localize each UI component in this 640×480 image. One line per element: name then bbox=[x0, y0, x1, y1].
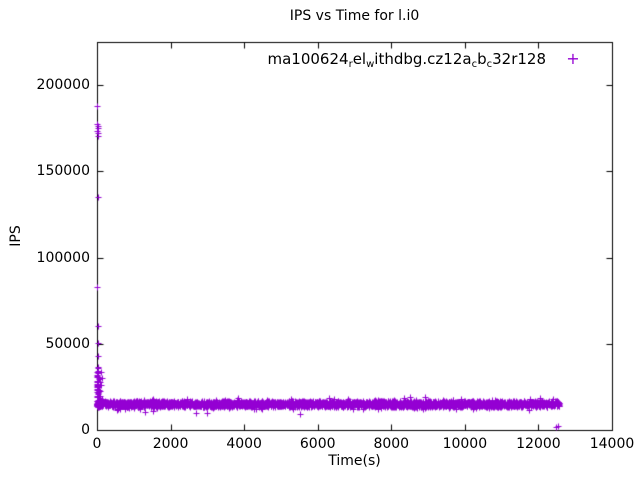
y-tick-label: 150000 bbox=[36, 163, 90, 180]
legend-subscript-segment: r bbox=[348, 59, 353, 70]
y-tick-label: 200000 bbox=[36, 77, 90, 94]
legend-series-label: ma100624relwithdbg.cz12acbc32r128 bbox=[267, 50, 546, 70]
chart-title: IPS vs Time for l.i0 bbox=[289, 8, 420, 24]
x-tick-label: 0 bbox=[92, 436, 102, 452]
legend-text-segment: el bbox=[352, 50, 367, 68]
x-tick-label: 10000 bbox=[442, 436, 488, 452]
y-axis-label: IPS bbox=[8, 225, 24, 247]
x-tick-label: 4000 bbox=[226, 436, 262, 452]
legend-subscript-segment: c bbox=[486, 59, 493, 70]
x-axis-label: Time(s) bbox=[328, 453, 381, 469]
x-tick-label: 8000 bbox=[373, 436, 410, 452]
legend-text-segment: 32r128 bbox=[492, 50, 546, 68]
legend-text-segment: b bbox=[477, 50, 487, 68]
y-tick-label: 0 bbox=[81, 422, 90, 438]
legend: ma100624relwithdbg.cz12acbc32r128 + bbox=[267, 49, 588, 70]
x-tick-label: 6000 bbox=[299, 436, 336, 452]
x-tick-label: 2000 bbox=[152, 436, 189, 452]
legend-text-segment: ithdbg.cz12a bbox=[374, 50, 472, 68]
x-tick-label: 14000 bbox=[589, 436, 635, 452]
legend-text-segment: ma100624 bbox=[267, 50, 349, 68]
y-tick-label: 100000 bbox=[36, 249, 90, 266]
plus-marker-icon: + bbox=[566, 49, 580, 68]
y-tick-label: 50000 bbox=[45, 335, 90, 352]
x-tick-label: 12000 bbox=[516, 436, 561, 452]
legend-subscript-segment: c bbox=[471, 59, 478, 70]
legend-subscript-segment: w bbox=[366, 59, 375, 70]
